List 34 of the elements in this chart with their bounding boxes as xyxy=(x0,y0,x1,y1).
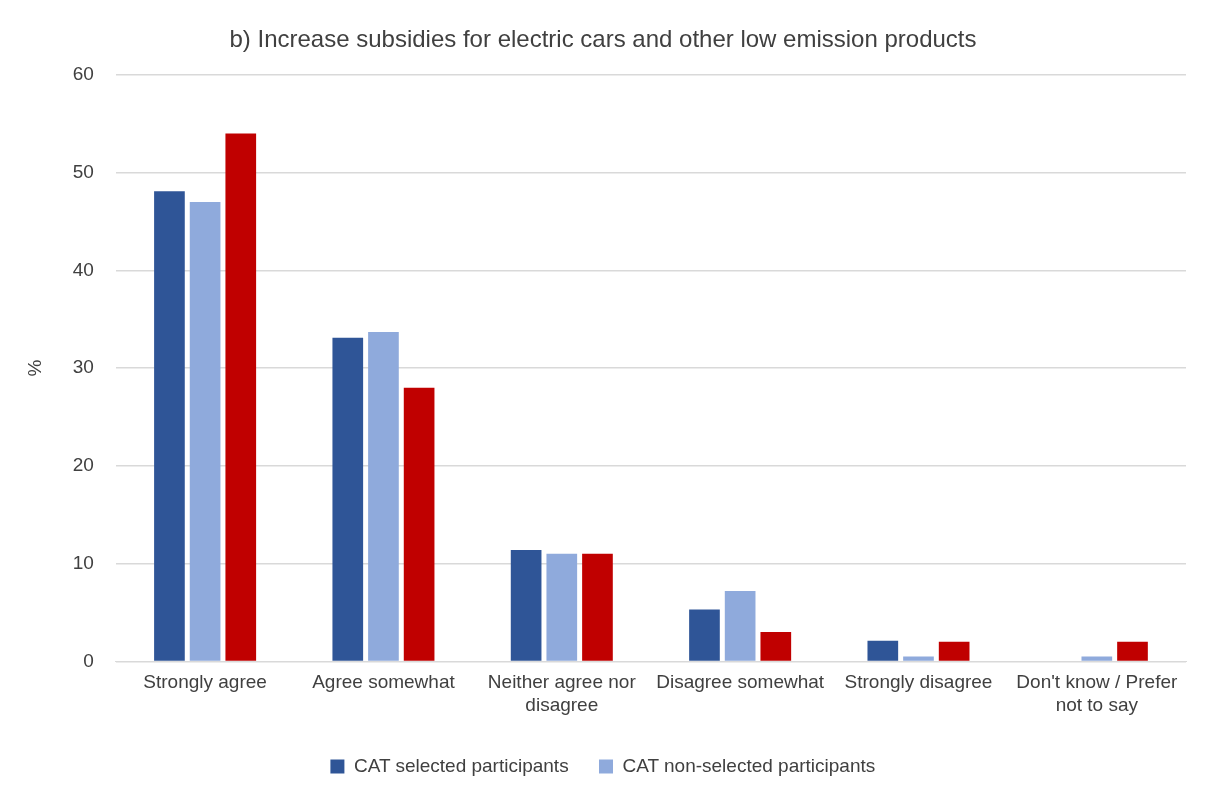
x-tick-label: Strongly agree xyxy=(143,671,267,693)
bar xyxy=(760,632,792,661)
y-axis-title: % xyxy=(23,359,45,377)
x-tick-label: Strongly disagree xyxy=(844,671,993,693)
y-tick-label: 30 xyxy=(72,356,94,378)
bar xyxy=(1081,656,1113,661)
bar xyxy=(938,641,970,661)
y-tick-label: 40 xyxy=(72,258,94,280)
y-tick-label: 0 xyxy=(83,649,94,671)
bar xyxy=(403,387,435,661)
bar xyxy=(189,201,221,661)
x-tick-label: Disagree somewhat xyxy=(656,671,825,693)
bar xyxy=(368,331,399,661)
bar xyxy=(510,549,542,661)
bar xyxy=(582,553,613,661)
bar xyxy=(332,337,364,661)
bar xyxy=(689,609,720,661)
legend-label: CAT non-selected participants xyxy=(622,754,876,776)
bar xyxy=(724,591,756,661)
y-tick-label: 20 xyxy=(72,454,94,476)
chart-title: b) Increase subsidies for electric cars and other low emission products xyxy=(229,25,977,53)
bar xyxy=(225,133,257,661)
bar xyxy=(903,656,934,661)
y-tick-label: 60 xyxy=(72,63,94,85)
bar xyxy=(546,553,578,661)
y-tick-label: 50 xyxy=(72,160,94,182)
bar xyxy=(154,191,185,661)
x-tick-label: Neither agree nor disagree xyxy=(487,671,637,715)
x-tick-label: Agree somewhat xyxy=(312,671,456,693)
legend-label: CAT selected participants xyxy=(353,754,569,776)
y-tick-label: 10 xyxy=(72,551,94,573)
bar xyxy=(1117,641,1148,661)
x-tick-label: Don't know / Prefer not to say xyxy=(1016,671,1178,715)
bar xyxy=(867,640,899,661)
